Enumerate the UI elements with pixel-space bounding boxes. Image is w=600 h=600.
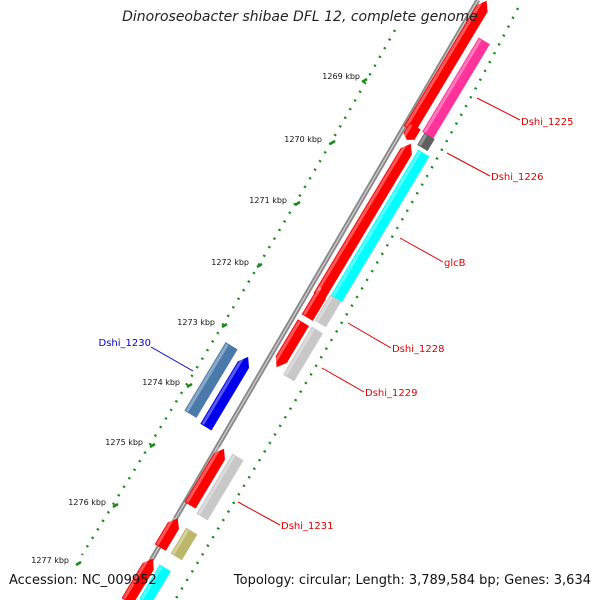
- kbp-tick-label: 1274 kbp: [142, 378, 180, 387]
- kbp-tick-label: 1270 kbp: [284, 135, 322, 144]
- kbp-tick-label: 1271 kbp: [249, 196, 287, 205]
- gene-label: Dshi_1229: [365, 388, 417, 399]
- gene-callout-line: [347, 322, 392, 349]
- forward-cds-feature: [403, 0, 488, 133]
- gene-features: [121, 0, 490, 600]
- kbp-ticks: 1269 kbp 1270 kbp 1271 kbp 1272 kbp 1273 kbp…: [31, 72, 368, 567]
- gene-label: Dshi_1230: [99, 338, 151, 349]
- forward-cds-feature: [313, 141, 412, 300]
- inner-gc-dot-ring: [80, 29, 397, 556]
- olive-feature: [170, 527, 198, 561]
- kbp-tick-label: 1273 kbp: [177, 318, 215, 327]
- outer-gc-dot-ring: [173, 7, 520, 600]
- forward-cds-feature: [301, 286, 326, 321]
- kbp-tick-mark: [294, 200, 301, 207]
- forward-cds-feature: [402, 122, 421, 140]
- kbp-tick-label: 1272 kbp: [211, 258, 249, 267]
- kbp-tick-label: 1275 kbp: [105, 438, 143, 447]
- forward-cds-feature: [184, 446, 225, 509]
- gray-feature: [196, 453, 244, 521]
- gray-feature: [417, 132, 435, 152]
- kbp-tick-mark: [112, 502, 119, 509]
- accession-text: Accession: NC_009952: [9, 573, 157, 588]
- gene-label: Dshi_1228: [392, 344, 444, 355]
- gene-callout-line: [476, 97, 521, 121]
- gray-feature: [283, 326, 323, 382]
- topology-summary: Topology: circular; Length: 3,789,584 bp…: [233, 573, 591, 588]
- kbp-tick-mark: [186, 382, 193, 389]
- kbp-tick-mark: [221, 322, 228, 329]
- kbp-tick-label: 1269 kbp: [322, 72, 360, 81]
- gene-label: glcB: [444, 258, 466, 269]
- gene-callout-line: [399, 237, 444, 263]
- gene-callout-line: [237, 501, 281, 526]
- kbp-tick-label: 1276 kbp: [68, 498, 106, 507]
- gene-callout-line: [321, 367, 365, 393]
- cyan-feature: [330, 149, 430, 303]
- kbp-tick-mark: [75, 560, 82, 567]
- gene-callout-line: [150, 346, 194, 372]
- kbp-tick-label: 1277 kbp: [31, 556, 69, 565]
- kbp-tick-mark: [256, 262, 263, 269]
- forward-cds-feature: [154, 516, 179, 551]
- gene-callout-line: [446, 152, 491, 177]
- gene-labels: Dshi_1225 Dshi_1226 glcB Dshi_1228 Dshi_1229…: [99, 97, 573, 532]
- forward-cds-feature: [272, 319, 309, 368]
- pink-feature: [422, 37, 490, 139]
- gene-label: Dshi_1226: [491, 172, 543, 183]
- genome-title: Dinoroseobacter shibae DFL 12, complete …: [122, 9, 478, 25]
- reverse-feature: [184, 342, 238, 418]
- kbp-tick-mark: [149, 442, 156, 449]
- gray-feature: [314, 294, 342, 328]
- reverse-cds-feature: [200, 354, 250, 431]
- forward-cds-feature: [121, 556, 154, 600]
- gene-label: Dshi_1231: [281, 521, 333, 532]
- gene-label: Dshi_1225: [521, 117, 573, 128]
- kbp-tick-mark: [361, 77, 368, 84]
- cyan-feature: [139, 564, 171, 600]
- kbp-tick-mark: [329, 139, 336, 146]
